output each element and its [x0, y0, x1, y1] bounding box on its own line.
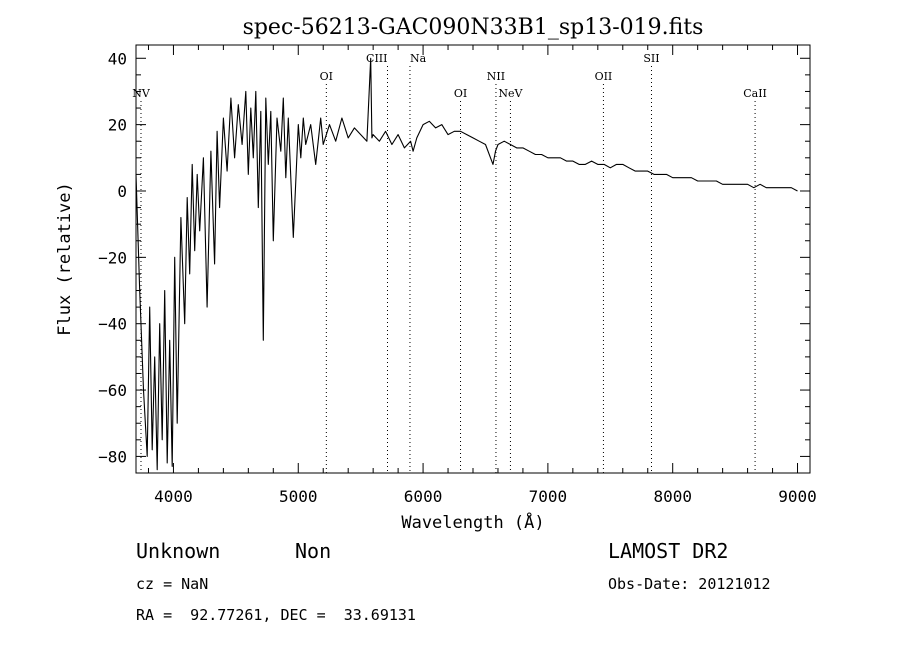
footer-subclass: Non [295, 539, 331, 563]
axis-ticks [136, 45, 810, 473]
reference-line-label: NV [132, 87, 151, 100]
y-tick-label: −40 [98, 315, 127, 334]
reference-line-label: Na [410, 52, 427, 65]
reference-line-label: OI [320, 70, 333, 83]
x-tick-label: 5000 [279, 487, 318, 506]
x-tick-label: 9000 [778, 487, 817, 506]
plot-frame [135, 44, 811, 474]
tick-labels: 4000 5000 6000 7000 8000 9000 −80 −60 −40 −20 0 20 4… [98, 49, 817, 506]
x-tick-label: 7000 [529, 487, 568, 506]
y-tick-label: −20 [98, 248, 127, 267]
footer-coords: RA = 92.77261, DEC = 33.69131 [136, 606, 416, 624]
reference-line-label: CaII [743, 87, 767, 100]
reference-line-label: OII [595, 70, 613, 83]
y-tick-label: −80 [98, 447, 127, 466]
x-tick-label: 8000 [653, 487, 692, 506]
x-tick-label: 4000 [154, 487, 193, 506]
reference-line-label: NII [487, 70, 505, 83]
x-axis-label: Wavelength (Å) [401, 511, 544, 533]
y-tick-label: 0 [117, 182, 127, 201]
chart-title: spec-56213-GAC090N33B1_sp13-019.fits [243, 15, 704, 40]
footer-cz: cz = NaN [136, 575, 208, 593]
footer-survey: LAMOST DR2 [608, 539, 728, 563]
y-tick-label: 20 [108, 116, 127, 135]
footer-classification: Unknown [136, 539, 220, 563]
x-tick-label: 6000 [404, 487, 443, 506]
series-layer [135, 57, 798, 471]
reference-line-label: CIII [366, 52, 387, 65]
reference-line-label: OI [454, 87, 467, 100]
footer-obs-date: Obs-Date: 20121012 [608, 575, 771, 593]
y-tick-label: 40 [108, 49, 127, 68]
y-tick-label: −60 [98, 381, 127, 400]
spectrum-line [135, 57, 798, 471]
reference-lines: NV OI CIII Na OI NII NeV OII SII CaII [132, 52, 767, 473]
reference-line-label: NeV [498, 87, 523, 100]
reference-line-label: SII [643, 52, 659, 65]
y-axis-label: Flux (relative) [55, 182, 75, 336]
